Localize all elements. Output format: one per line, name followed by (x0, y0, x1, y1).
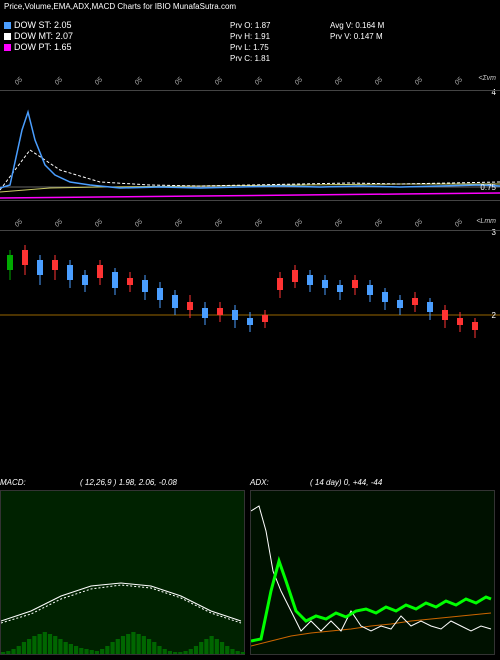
tick-label: 05 (334, 218, 344, 228)
legend-item: DOW MT: 2.07 (4, 31, 73, 41)
tick-label: 05 (134, 218, 144, 228)
legend-swatch (4, 33, 11, 40)
prev-low: Prv L: 1.75 (230, 42, 270, 53)
legend-swatch (4, 44, 11, 51)
tick-label: 05 (94, 76, 104, 86)
ema-border-bot (0, 200, 500, 201)
tick-label: 05 (254, 76, 264, 86)
tick-label: 05 (134, 76, 144, 86)
legend-item: DOW PT: 1.65 (4, 42, 73, 52)
legend-text: DOW ST: 2.05 (14, 20, 72, 30)
tick-row-top: 05 05 05 05 05 05 05 05 05 05 05 05 (0, 78, 500, 88)
ema-y-bot: 0.75 (480, 183, 496, 192)
adx-svg (251, 491, 496, 656)
row-label-vol: <Σvm (478, 75, 496, 82)
candle-chart-panel (0, 230, 500, 350)
tick-label: 05 (374, 218, 384, 228)
prev-vol-block: Avg V: 0.164 M Prv V: 0.147 M (330, 20, 384, 42)
adx-label: ADX: (250, 478, 269, 487)
macd-label: MACD: (0, 478, 26, 487)
legend-block: DOW ST: 2.05DOW MT: 2.07DOW PT: 1.65 (4, 20, 73, 53)
tick-label: 05 (414, 76, 424, 86)
macd-svg (1, 491, 246, 656)
tick-label: 05 (414, 218, 424, 228)
tick-label: 05 (374, 76, 384, 86)
tick-label: 05 (14, 76, 24, 86)
legend-text: DOW MT: 2.07 (14, 31, 73, 41)
candle-border-top (0, 230, 500, 231)
legend-swatch (4, 22, 11, 29)
tick-label: 05 (174, 218, 184, 228)
macd-name: MACD: (0, 478, 26, 487)
macd-panel (0, 490, 245, 655)
avg-volume: Avg V: 0.164 M (330, 20, 384, 31)
tick-label: 05 (214, 76, 224, 86)
ema-chart-panel (0, 90, 500, 200)
row-label-candle: <Lmm (476, 218, 496, 225)
tick-label: 05 (54, 218, 64, 228)
tick-label: 05 (334, 76, 344, 86)
prev-high: Prv H: 1.91 (230, 31, 270, 42)
ema-border-top (0, 90, 500, 91)
prev-open: Prv O: 1.87 (230, 20, 270, 31)
tick-label: 05 (94, 218, 104, 228)
tick-label: 05 (254, 218, 264, 228)
prev-ohlc-block: Prv O: 1.87 Prv H: 1.91 Prv L: 1.75 Prv … (230, 20, 270, 64)
legend-item: DOW ST: 2.05 (4, 20, 73, 30)
tick-label: 05 (454, 76, 464, 86)
prev-close: Prv C: 1.81 (230, 53, 270, 64)
tick-row-mid: 05 05 05 05 05 05 05 05 05 05 05 05 (0, 220, 500, 230)
legend-text: DOW PT: 1.65 (14, 42, 72, 52)
tick-label: 05 (454, 218, 464, 228)
chart-title: Price,Volume,EMA,ADX,MACD Charts for IBI… (4, 2, 236, 11)
tick-label: 05 (294, 76, 304, 86)
tick-label: 05 (14, 218, 24, 228)
tick-label: 05 (54, 76, 64, 86)
candle-y-label: 2 (492, 311, 496, 320)
macd-params: ( 12,26,9 ) 1.98, 2.06, -0.08 (80, 478, 177, 487)
prev-volume: Prv V: 0.147 M (330, 31, 384, 42)
adx-name: ADX: (250, 478, 269, 487)
tick-label: 05 (214, 218, 224, 228)
tick-label: 05 (174, 76, 184, 86)
adx-panel (250, 490, 495, 655)
adx-params: ( 14 day) 0, +44, -44 (310, 478, 382, 487)
tick-label: 05 (294, 218, 304, 228)
